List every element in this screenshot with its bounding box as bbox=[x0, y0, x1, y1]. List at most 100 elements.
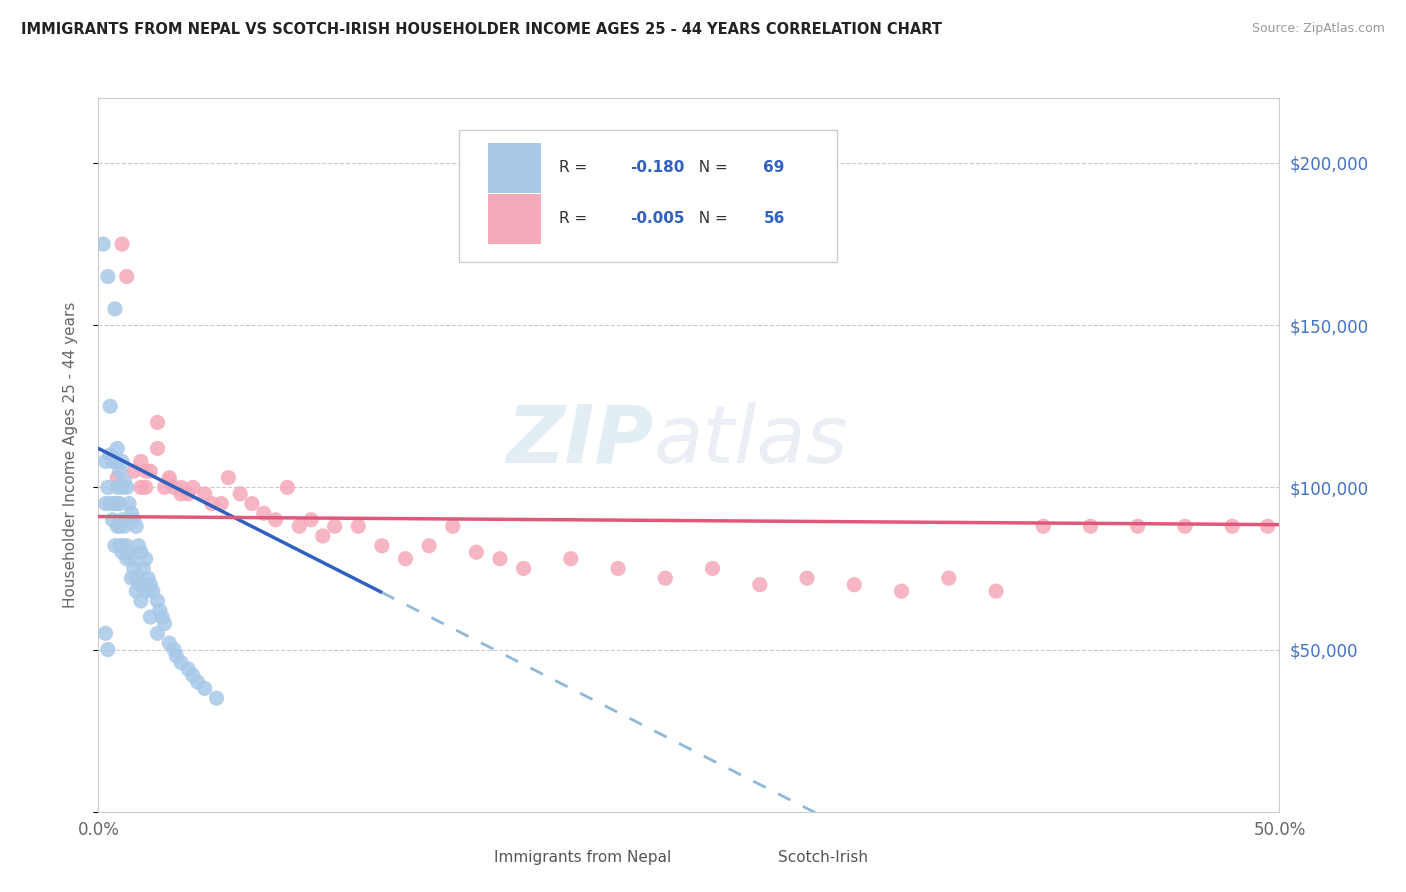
Point bbox=[118, 545, 141, 559]
Point bbox=[97, 480, 120, 494]
Point bbox=[465, 545, 488, 559]
Point bbox=[118, 497, 141, 511]
Point bbox=[796, 571, 818, 585]
Point bbox=[142, 584, 165, 599]
Point bbox=[112, 474, 135, 488]
Point bbox=[101, 454, 124, 468]
Point bbox=[139, 610, 162, 624]
Point bbox=[394, 551, 416, 566]
Point bbox=[115, 480, 138, 494]
Point bbox=[170, 480, 193, 494]
Point bbox=[201, 497, 224, 511]
Point bbox=[98, 399, 121, 413]
Text: -0.005: -0.005 bbox=[630, 211, 685, 226]
Text: Immigrants from Nepal: Immigrants from Nepal bbox=[494, 850, 671, 865]
Point bbox=[984, 584, 1007, 599]
FancyBboxPatch shape bbox=[713, 844, 766, 871]
Point bbox=[194, 681, 217, 696]
Point bbox=[136, 571, 159, 585]
Point bbox=[217, 470, 239, 484]
Point bbox=[111, 237, 134, 252]
Point bbox=[125, 519, 148, 533]
Point bbox=[111, 545, 134, 559]
Point bbox=[702, 561, 724, 575]
Point bbox=[129, 454, 152, 468]
FancyBboxPatch shape bbox=[458, 130, 837, 262]
Text: R =: R = bbox=[560, 161, 592, 176]
Point bbox=[489, 551, 512, 566]
Point bbox=[938, 571, 960, 585]
Point bbox=[181, 480, 204, 494]
Point bbox=[129, 577, 152, 591]
Text: -0.180: -0.180 bbox=[630, 161, 685, 176]
Point bbox=[1174, 519, 1197, 533]
Point bbox=[229, 487, 252, 501]
Point bbox=[844, 577, 866, 591]
Point bbox=[135, 584, 157, 599]
Point bbox=[104, 454, 127, 468]
Point bbox=[105, 470, 128, 484]
Point bbox=[111, 454, 134, 468]
Point bbox=[108, 497, 131, 511]
Point bbox=[129, 480, 152, 494]
Point bbox=[104, 301, 127, 316]
Point bbox=[347, 519, 370, 533]
Point bbox=[177, 662, 200, 676]
Point bbox=[312, 529, 335, 543]
Point bbox=[122, 464, 145, 478]
Point bbox=[129, 594, 152, 608]
Point bbox=[890, 584, 912, 599]
Point bbox=[112, 519, 135, 533]
Point bbox=[153, 480, 176, 494]
Point bbox=[150, 610, 173, 624]
Point bbox=[163, 480, 186, 494]
Point bbox=[139, 577, 162, 591]
Point bbox=[128, 539, 150, 553]
Point bbox=[371, 539, 394, 553]
Text: Source: ZipAtlas.com: Source: ZipAtlas.com bbox=[1251, 22, 1385, 36]
Point bbox=[97, 269, 120, 284]
Point bbox=[276, 480, 298, 494]
Point bbox=[146, 416, 169, 430]
Point bbox=[170, 487, 193, 501]
Point bbox=[149, 604, 172, 618]
Point bbox=[104, 539, 127, 553]
Point bbox=[98, 497, 121, 511]
Point bbox=[253, 506, 276, 520]
Point bbox=[146, 442, 169, 456]
Point bbox=[181, 668, 204, 682]
Point bbox=[135, 464, 157, 478]
Point bbox=[139, 464, 162, 478]
Point bbox=[209, 497, 232, 511]
Point bbox=[104, 497, 127, 511]
Point bbox=[115, 551, 138, 566]
Point bbox=[122, 513, 145, 527]
Point bbox=[115, 539, 138, 553]
Text: 69: 69 bbox=[763, 161, 785, 176]
Point bbox=[121, 551, 143, 566]
Point bbox=[299, 513, 322, 527]
Point bbox=[132, 561, 155, 575]
Point bbox=[135, 551, 157, 566]
Point bbox=[177, 487, 200, 501]
Point bbox=[163, 642, 186, 657]
Point bbox=[205, 691, 228, 706]
Point bbox=[105, 519, 128, 533]
Point bbox=[157, 474, 180, 488]
Point bbox=[94, 497, 117, 511]
Point bbox=[105, 480, 128, 494]
Point bbox=[157, 470, 180, 484]
Point bbox=[157, 636, 180, 650]
Point bbox=[121, 506, 143, 520]
Point bbox=[125, 571, 148, 585]
Point bbox=[111, 539, 134, 553]
Point bbox=[748, 577, 770, 591]
Point bbox=[97, 642, 120, 657]
Point bbox=[129, 545, 152, 559]
Text: R =: R = bbox=[560, 211, 592, 226]
Point bbox=[146, 626, 169, 640]
Y-axis label: Householder Income Ages 25 - 44 years: Householder Income Ages 25 - 44 years bbox=[63, 301, 77, 608]
Point bbox=[1257, 519, 1279, 533]
Point bbox=[560, 551, 582, 566]
Point bbox=[91, 237, 114, 252]
